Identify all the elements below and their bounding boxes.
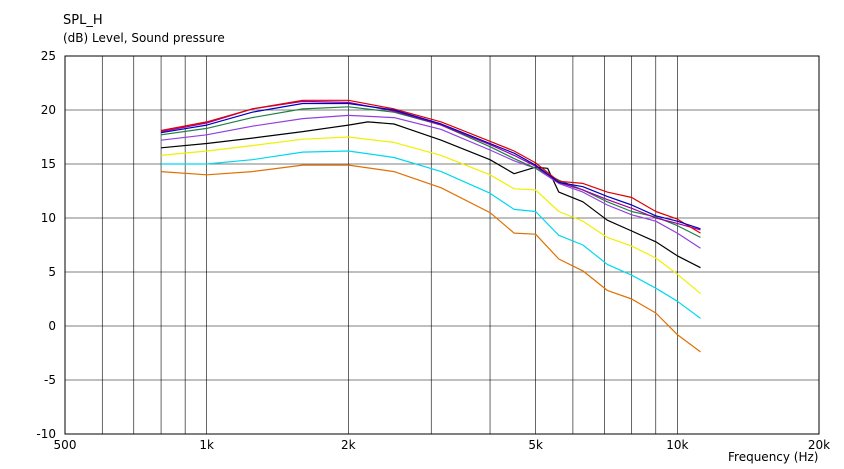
series-lines [160,99,701,353]
series-line [161,106,701,238]
x-tick-label: 10k [666,438,688,452]
series-line [161,114,701,249]
series-line [160,99,701,234]
series-line [161,164,701,353]
chart-grid [65,55,819,435]
y-tick-label: -10 [36,427,56,441]
plot-frame [64,55,820,435]
series-line [161,121,701,269]
series-line [161,150,701,319]
x-tick-label: 5k [528,438,543,452]
chart-title: SPL_H [63,13,103,28]
y-axis-label: (dB) Level, Sound pressure [63,31,225,45]
series-line [161,102,701,230]
x-tick-label: 2k [341,438,356,452]
y-tick-label: 15 [41,157,56,171]
series-line [160,100,701,231]
x-tick-label: 1k [199,438,214,452]
x-tick-label: 500 [54,438,77,452]
y-tick-label: -5 [44,373,56,387]
y-tick-label: 25 [41,49,56,63]
series-line [161,136,701,295]
y-tick-label: 5 [48,265,56,279]
x-axis-label: Frequency (Hz) [728,450,819,464]
y-tick-label: 20 [41,103,56,117]
y-tick-label: 10 [41,211,56,225]
x-tick-label: 20k [808,438,830,452]
y-tick-label: 0 [48,319,56,333]
